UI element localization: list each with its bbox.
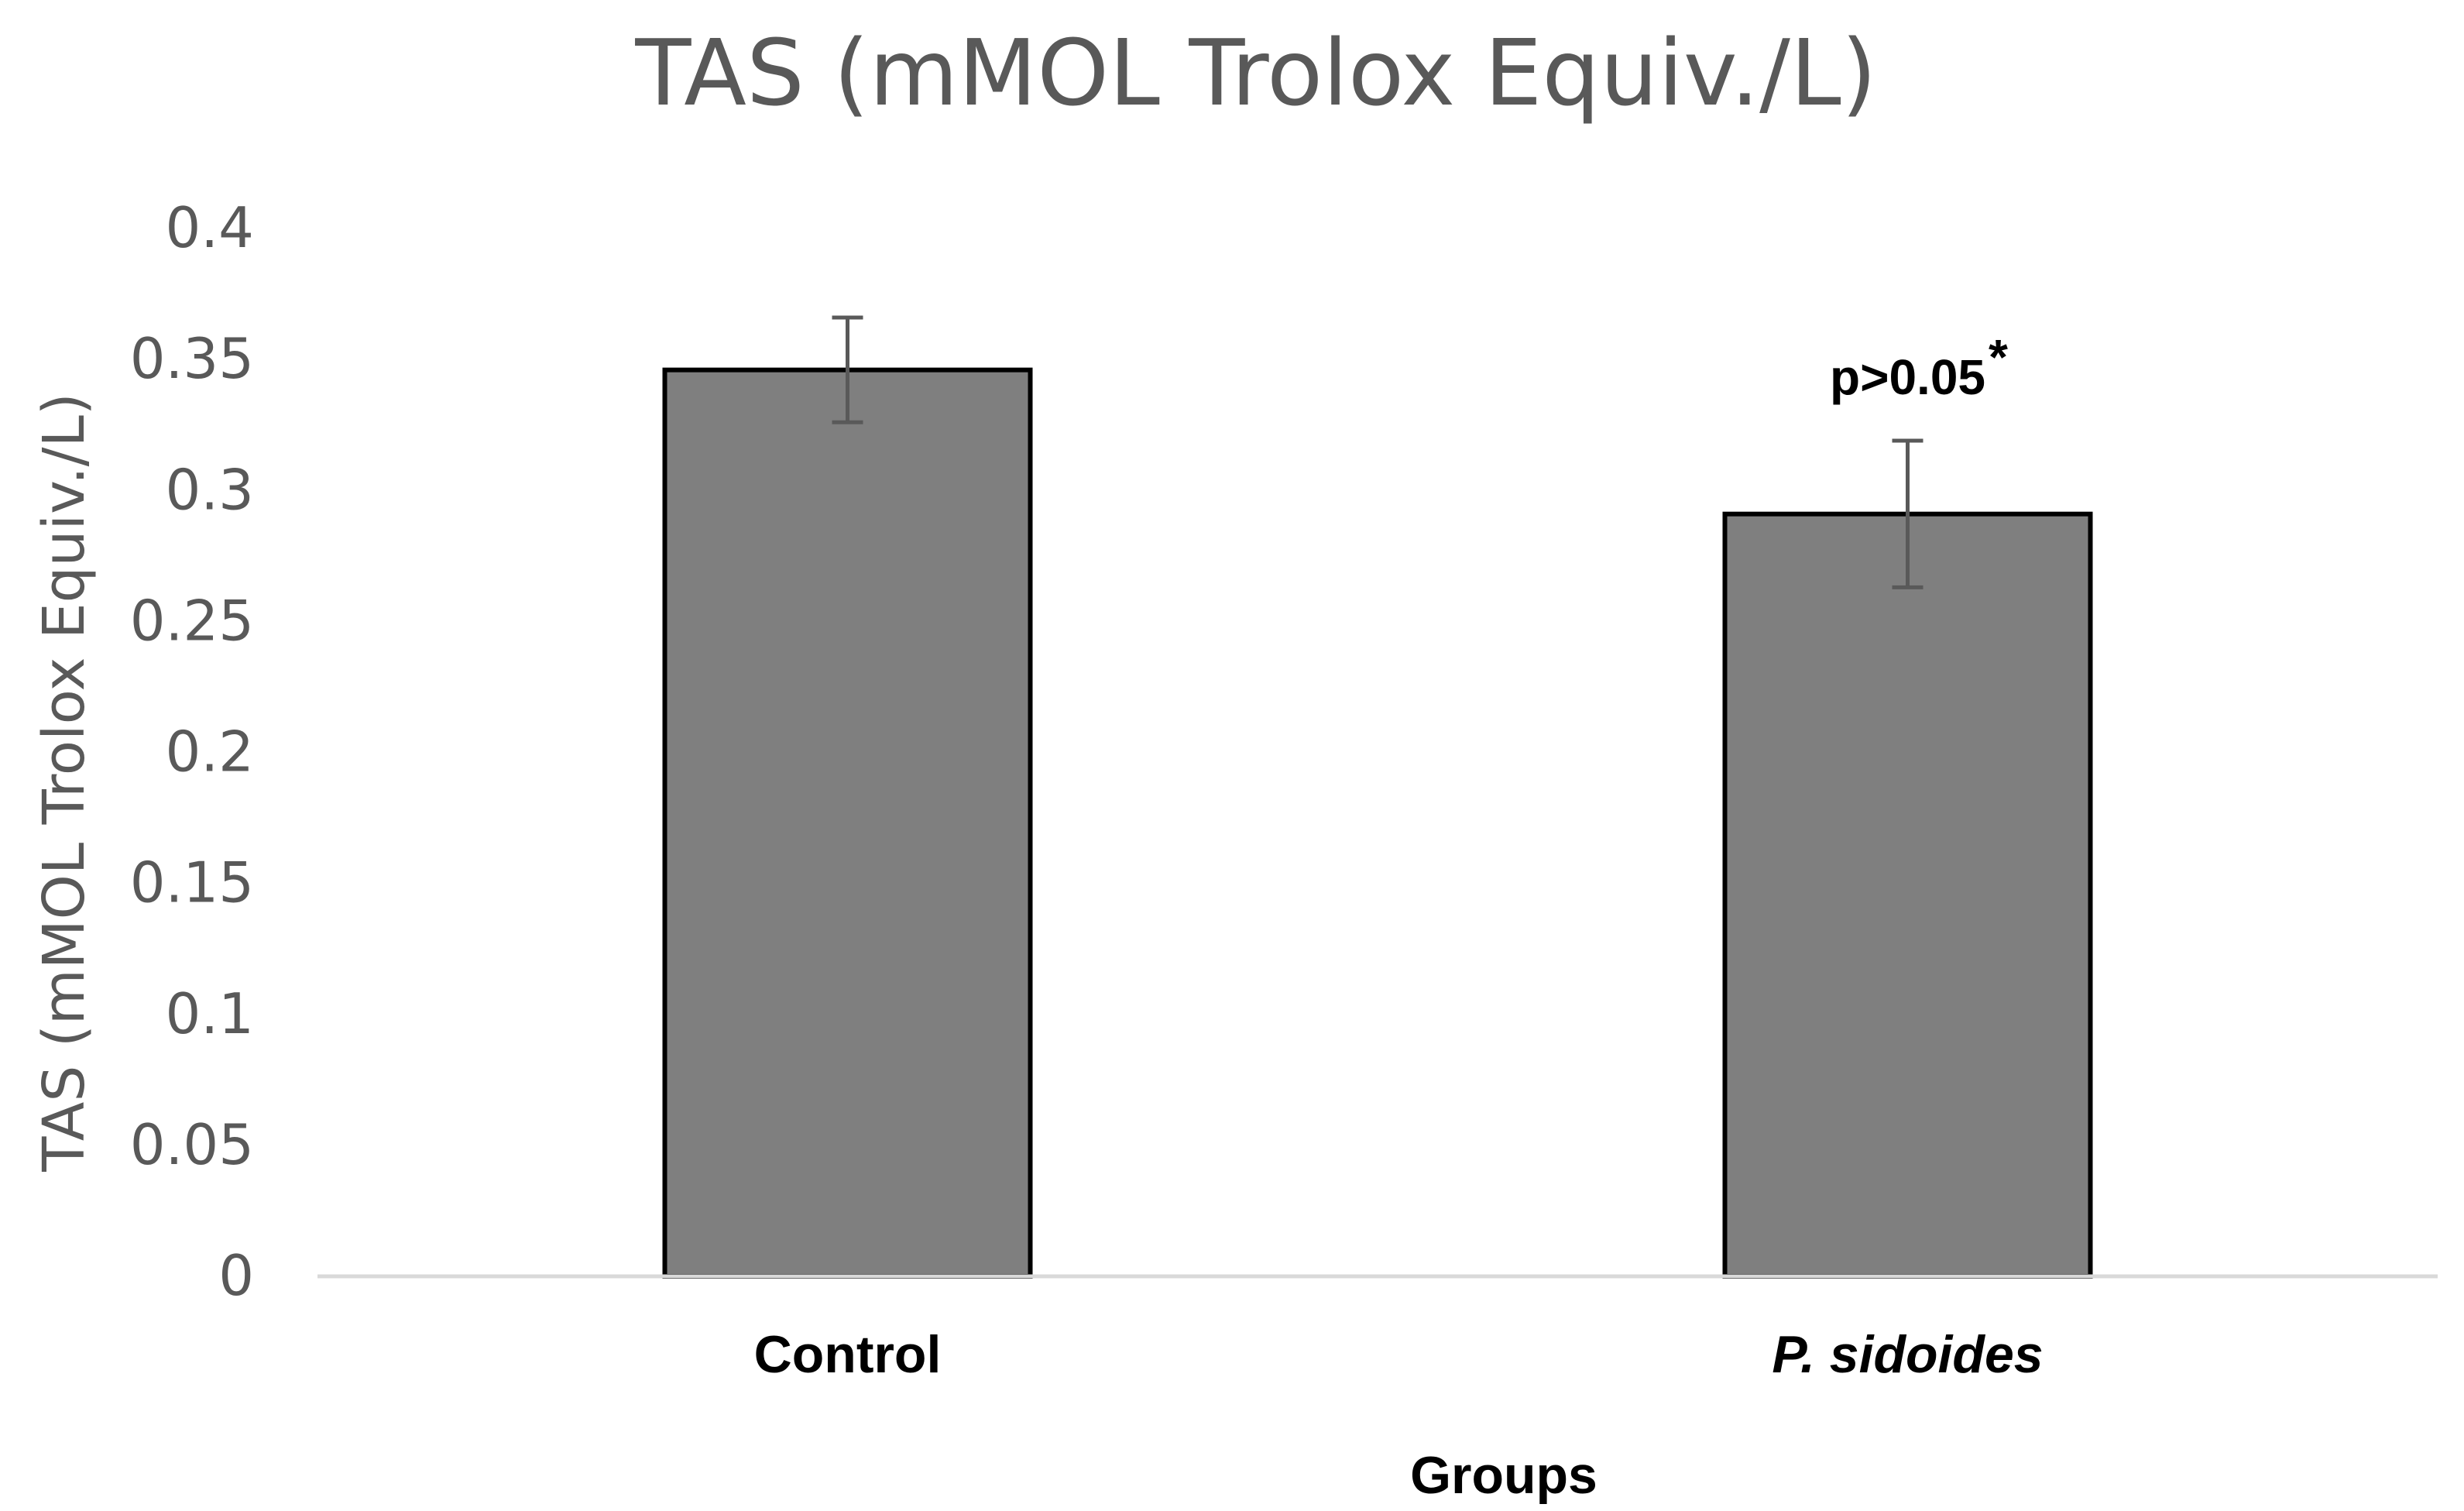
- bar-p-sidoides: [1722, 511, 2093, 1279]
- significance-annotation: p>0.05: [1830, 349, 1985, 405]
- error-bar: [1892, 438, 1923, 589]
- y-tick-label: 0.15: [130, 850, 254, 915]
- bars-group: [662, 367, 2093, 1279]
- bar-control: [662, 367, 1033, 1279]
- x-axis-label: Groups: [1410, 1446, 1597, 1505]
- y-tick-label: 0.25: [130, 588, 254, 653]
- x-category-label: Control: [754, 1325, 942, 1384]
- significance-asterisk: *: [1989, 329, 2008, 385]
- y-tick-label: 0.1: [165, 981, 254, 1046]
- x-category-label: P. sidoides: [1772, 1325, 2043, 1384]
- x-axis-categories: Control P. sidoides: [754, 1325, 2044, 1384]
- y-tick-label: 0.35: [130, 326, 254, 391]
- error-bars-group: [832, 315, 1923, 589]
- y-tick-label: 0.05: [130, 1112, 254, 1177]
- annotations-group: p>0.05 *: [1830, 329, 2008, 405]
- y-tick-label: 0.4: [165, 195, 254, 260]
- y-axis-label: TAS (mMOL Trolox Equiv./L): [31, 393, 98, 1172]
- y-axis-ticks: 0 0.05 0.1 0.15 0.2 0.25 0.3 0.35 0.4: [130, 195, 254, 1308]
- y-tick-label: 0.2: [165, 719, 254, 785]
- y-tick-label: 0: [218, 1243, 254, 1308]
- chart-title: TAS (mMOL Trolox Equiv./L): [634, 19, 1876, 126]
- y-tick-label: 0.3: [165, 457, 254, 522]
- error-bar: [832, 315, 863, 424]
